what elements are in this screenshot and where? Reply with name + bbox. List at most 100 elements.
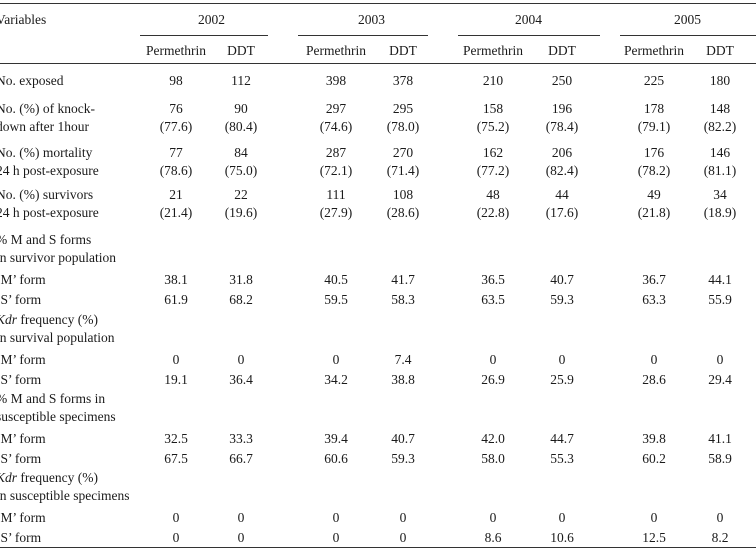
table-cell: 36.5 [481, 272, 505, 287]
table-cell: 48 [486, 187, 500, 202]
table-cell: 36.7 [642, 272, 666, 287]
table-cell: 49 [647, 187, 661, 202]
table-cell: 44.1 [708, 272, 732, 287]
subheader-7: DDT [706, 43, 734, 58]
section-title: Kdr frequency (%) [0, 469, 98, 486]
table-cell: (27.9) [319, 205, 353, 220]
table-cell: 112 [231, 73, 251, 88]
m-form-label: ‘M’ form [0, 352, 46, 367]
table-cell: 0 [237, 510, 245, 525]
table-cell: 295 [392, 101, 414, 116]
table-cell: 0 [716, 510, 724, 525]
table-cell: 66.7 [229, 451, 253, 466]
subheader-4: Permethrin [463, 43, 523, 58]
table-cell: 0 [558, 352, 566, 367]
table-cell: 225 [643, 73, 665, 88]
table-cell: 176 [643, 145, 665, 160]
section-title: % M and S forms in [0, 391, 106, 406]
table-cell: 58.9 [708, 451, 732, 466]
table-cell: 0 [172, 530, 180, 545]
year-2003-rule [298, 35, 428, 36]
table-cell: (22.8) [476, 205, 510, 220]
section-title-rest: frequency (%) [17, 312, 98, 327]
table-cell: 0 [332, 352, 340, 367]
table-cell: 0 [489, 352, 497, 367]
table-cell: 146 [709, 145, 731, 160]
table-cell: 21 [169, 187, 183, 202]
table-cell: 41.7 [391, 272, 415, 287]
table-cell: 8.2 [711, 530, 729, 545]
row-label: 24 h post-exposure [0, 205, 99, 220]
table-cell: 10.6 [550, 530, 574, 545]
table-cell: 287 [325, 145, 347, 160]
table-cell: 90 [234, 101, 248, 116]
table-cell: 59.5 [324, 292, 348, 307]
table-cell: 0 [399, 510, 407, 525]
table-cell: 206 [551, 145, 573, 160]
table-cell: 22 [234, 187, 248, 202]
table-cell: 55.9 [708, 292, 732, 307]
table-cell: 84 [234, 145, 248, 160]
table-cell: 68.2 [229, 292, 253, 307]
year-2003-header: 2003 [358, 12, 385, 27]
table-cell: (17.6) [545, 205, 579, 220]
table-cell: (77.6) [159, 119, 193, 134]
table-cell: 0 [716, 352, 724, 367]
table-cell: 270 [392, 145, 414, 160]
m-form-label: ‘M’ form [0, 431, 46, 446]
table-cell: 0 [650, 510, 658, 525]
table-cell: (21.4) [159, 205, 193, 220]
kdr-label: Kdr [0, 312, 18, 327]
s-form-label: ‘S’ form [0, 451, 42, 466]
section-title: susceptible specimens [0, 409, 116, 424]
year-2004-header: 2004 [515, 12, 542, 27]
table-cell: 8.6 [484, 530, 502, 545]
table-cell: (75.2) [476, 119, 510, 134]
table-cell: (18.9) [703, 205, 737, 220]
section-title: Kdr frequency (%) [0, 311, 98, 328]
table-cell: 28.6 [642, 372, 666, 387]
table-cell: 77 [169, 145, 183, 160]
m-form-label: ‘M’ form [0, 272, 46, 287]
table-cell: 36.4 [229, 372, 253, 387]
row-label: down after 1hour [0, 119, 89, 134]
table-cell: 0 [650, 352, 658, 367]
table-cell: 12.5 [642, 530, 666, 545]
subheader-2: Permethrin [306, 43, 366, 58]
table-cell: 0 [332, 510, 340, 525]
table-cell: 38.1 [164, 272, 188, 287]
table-cell: 34.2 [324, 372, 348, 387]
table-cell: (81.1) [703, 163, 737, 178]
table-cell: (78.4) [545, 119, 579, 134]
table-cell: 250 [551, 73, 573, 88]
row-label: No. (%) of knock- [0, 101, 95, 116]
table-cell: 31.8 [229, 272, 253, 287]
table-cell: (19.6) [224, 205, 258, 220]
section-title-rest: frequency (%) [17, 470, 98, 485]
table-cell: 0 [558, 510, 566, 525]
table-cell: 60.6 [324, 451, 348, 466]
table-cell: 0 [172, 510, 180, 525]
table-cell: 297 [325, 101, 347, 116]
table-cell: 111 [326, 187, 346, 202]
table-cell: 41.1 [708, 431, 732, 446]
table-cell: 178 [643, 101, 665, 116]
year-2002-rule [140, 35, 268, 36]
table-cell: 40.7 [550, 272, 574, 287]
table-cell: 0 [489, 510, 497, 525]
table-cell: 162 [482, 145, 504, 160]
table-cell: 44.7 [550, 431, 574, 446]
table-cell: 196 [551, 101, 573, 116]
section-title: % M and S forms [0, 232, 92, 247]
table-cell: 39.4 [324, 431, 348, 446]
table-cell: 0 [332, 530, 340, 545]
year-2005-header: 2005 [674, 12, 701, 27]
table-cell: (78.6) [159, 163, 193, 178]
year-2005-rule [620, 35, 756, 36]
table-cell: 0 [237, 530, 245, 545]
table-cell: (21.8) [637, 205, 671, 220]
table-cell: 63.5 [481, 292, 505, 307]
table-cell: 98 [169, 73, 183, 88]
table-cell: (74.6) [319, 119, 353, 134]
table-cell: 58.3 [391, 292, 415, 307]
